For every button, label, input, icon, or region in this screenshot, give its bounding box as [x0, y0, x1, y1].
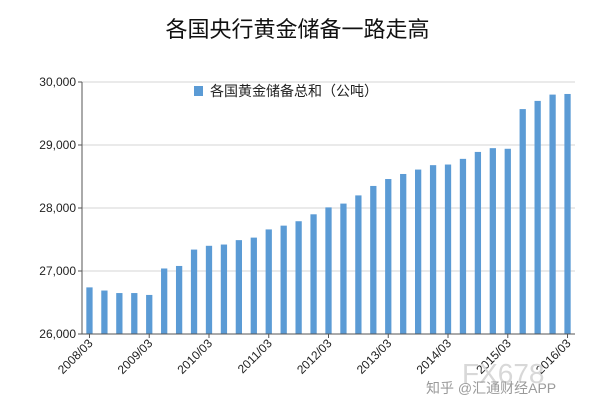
- bar: [534, 100, 541, 335]
- bar: [444, 164, 452, 334]
- y-tick-label: 26,000: [39, 327, 76, 341]
- x-tick-label: 2011/03: [235, 336, 275, 376]
- bar: [340, 203, 347, 334]
- bar: [146, 294, 153, 334]
- bar: [101, 290, 108, 334]
- bar: [355, 195, 362, 334]
- x-tick-label: 2013/03: [354, 336, 395, 377]
- x-tick-label: 2014/03: [414, 336, 455, 377]
- bar: [385, 179, 392, 334]
- chart-title: 各国央行黄金储备一路走高: [165, 18, 430, 43]
- bar: [175, 265, 183, 334]
- watermark-brand: 知乎 @汇通财经APP: [426, 380, 557, 396]
- bar: [131, 293, 138, 334]
- bar: [161, 268, 168, 334]
- bar: [459, 158, 467, 334]
- bar: [310, 214, 317, 334]
- bar: [400, 173, 407, 334]
- legend-label: 各国黄金储备总和（公吨）: [210, 83, 378, 100]
- bar: [86, 287, 93, 334]
- bar: [205, 245, 213, 334]
- bar: [295, 221, 302, 334]
- bar: [370, 185, 377, 334]
- bar: [190, 249, 198, 334]
- bar: [549, 94, 556, 334]
- x-tick-label: 2008/03: [55, 336, 96, 377]
- bar: [414, 169, 422, 334]
- bar: [519, 109, 526, 334]
- bar: [429, 165, 437, 334]
- bar: [250, 237, 257, 334]
- bar: [489, 148, 496, 334]
- bar: [220, 244, 228, 334]
- y-tick-label: 28,000: [39, 201, 76, 215]
- bar: [474, 151, 482, 334]
- legend-swatch: [194, 86, 203, 96]
- watermark-code: FX678: [462, 358, 545, 389]
- bar: [564, 93, 571, 334]
- y-tick-label: 30,000: [39, 75, 76, 89]
- x-tick-label: 2012/03: [294, 336, 335, 377]
- bar: [280, 225, 287, 334]
- bar: [265, 229, 272, 334]
- bar: [235, 240, 243, 334]
- y-tick-label: 29,000: [39, 138, 76, 152]
- y-tick-label: 27,000: [39, 264, 76, 278]
- x-tick-label: 2009/03: [115, 336, 156, 377]
- bar: [116, 293, 123, 334]
- bar: [504, 148, 511, 334]
- bar: [325, 207, 332, 334]
- x-tick-label: 2010/03: [175, 336, 216, 377]
